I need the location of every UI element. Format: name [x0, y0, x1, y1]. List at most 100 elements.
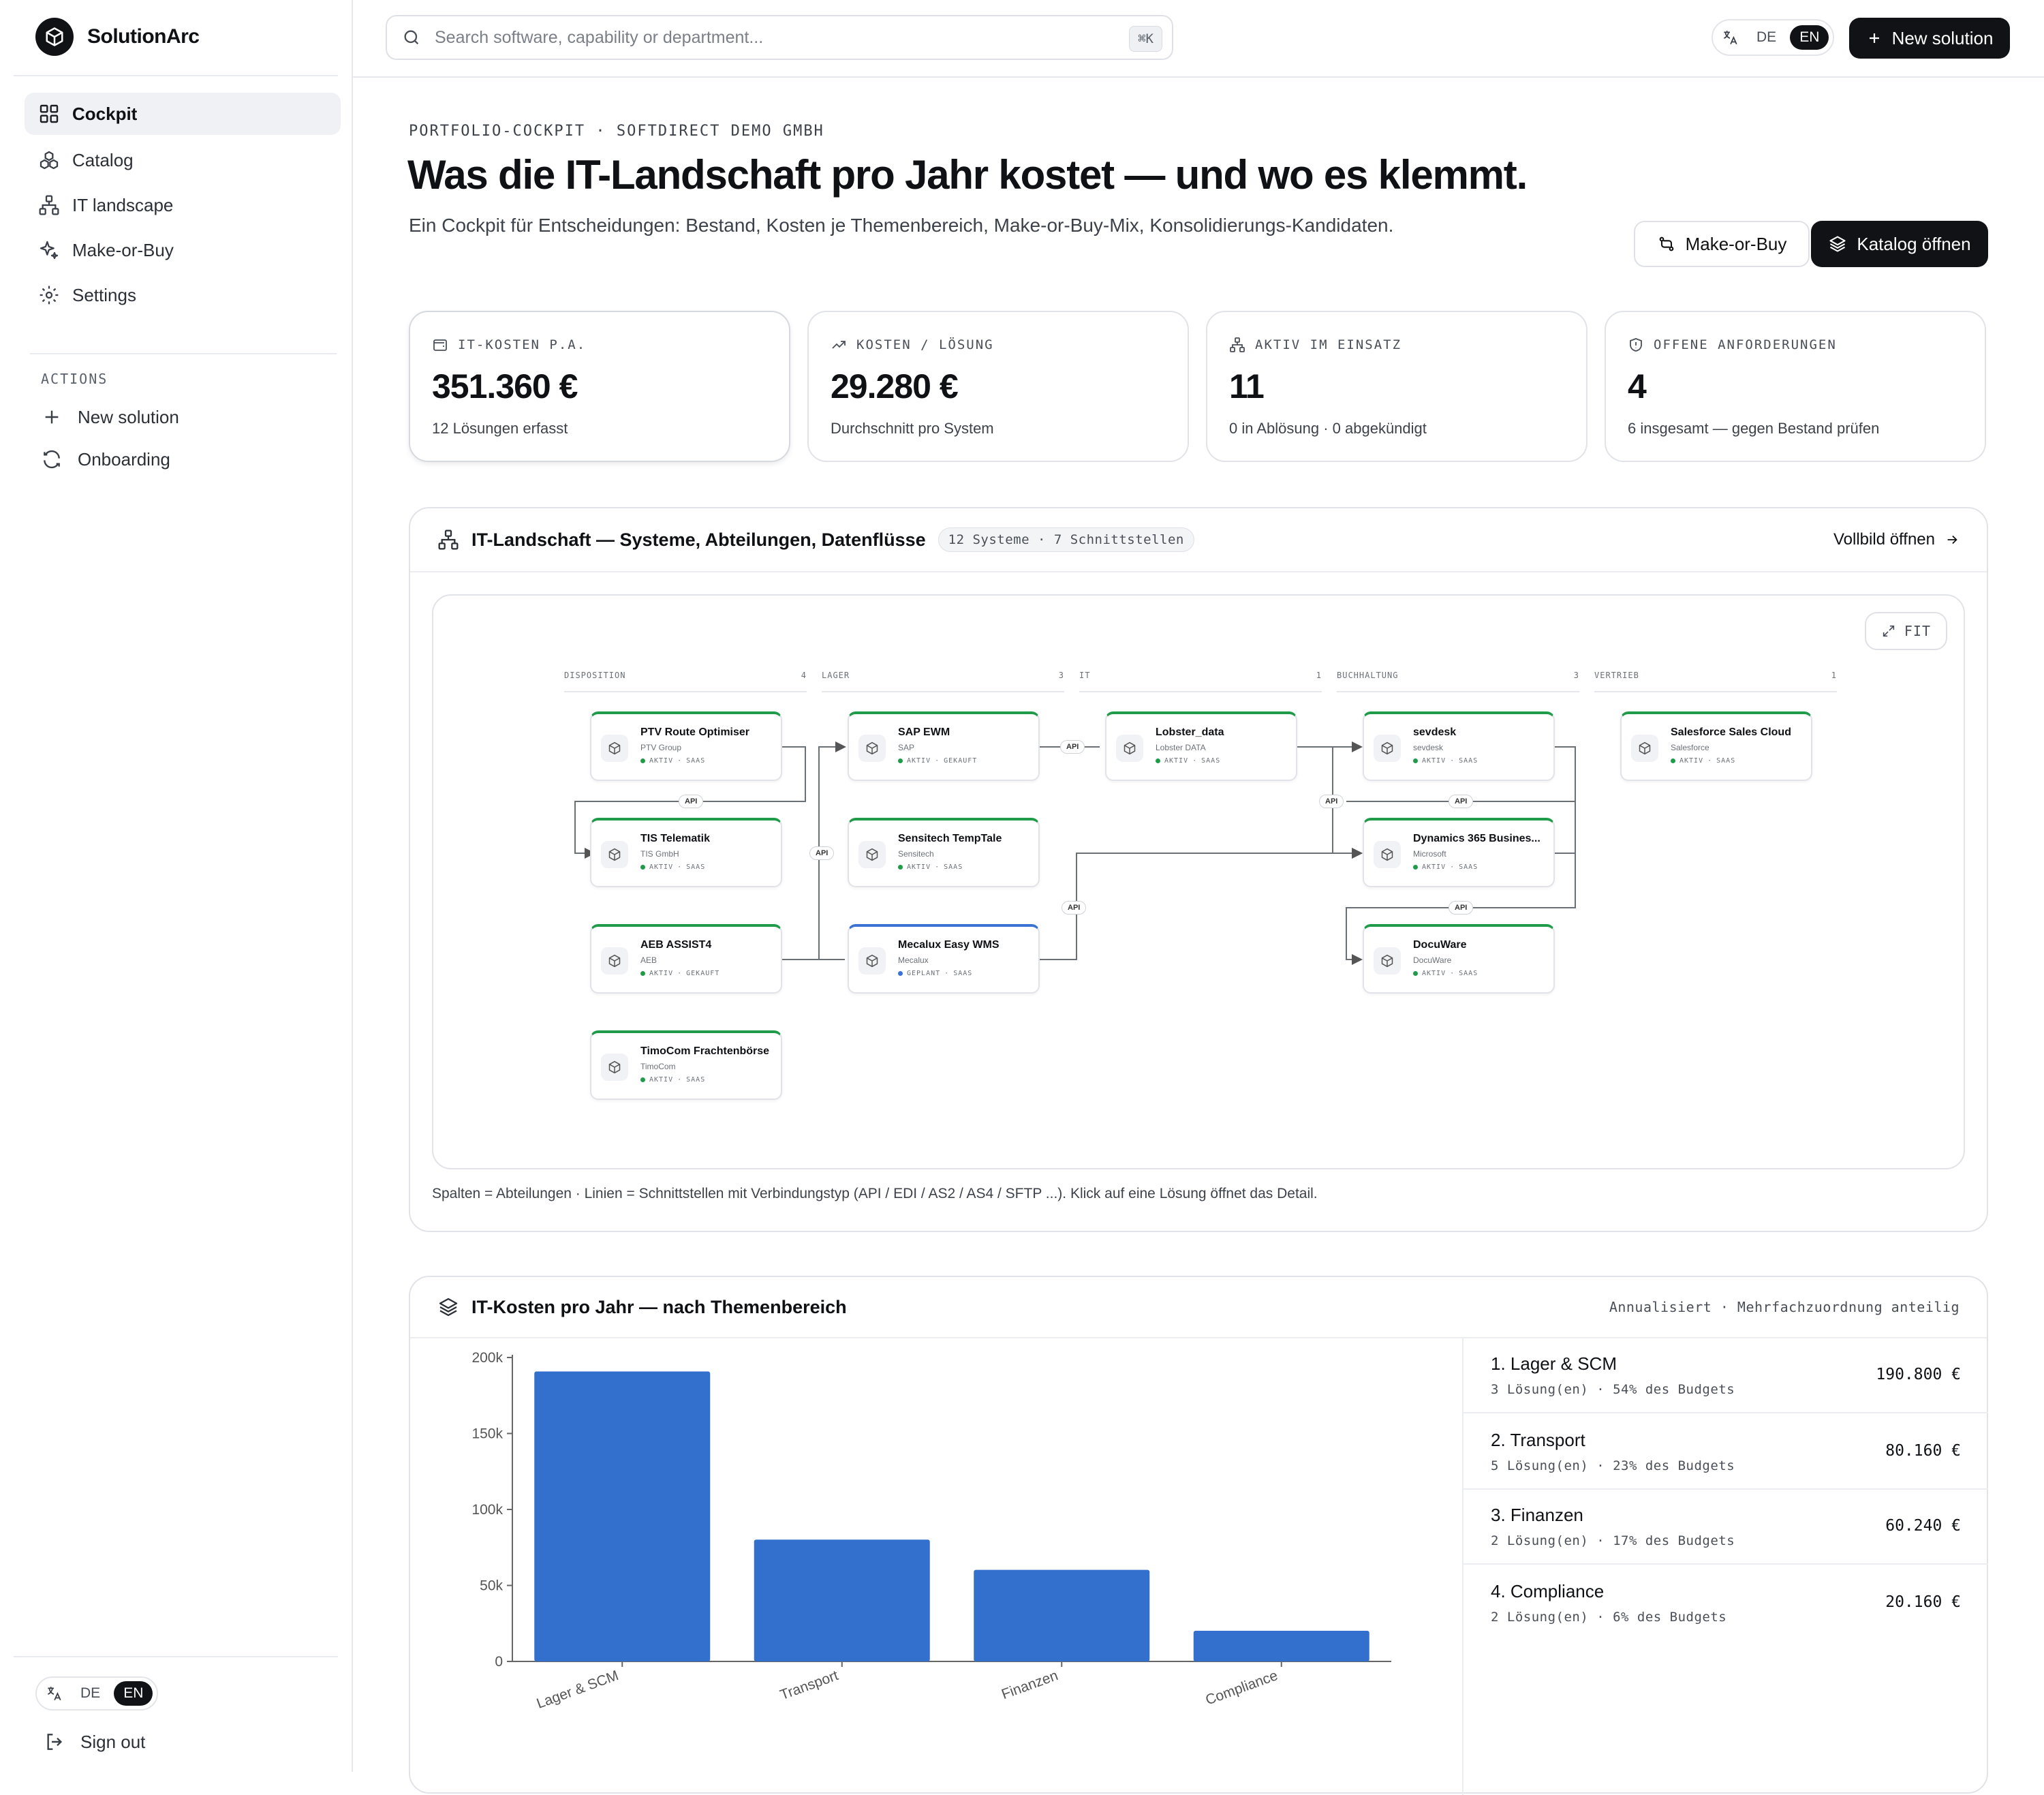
sidebar-item-catalog[interactable]: Catalog — [25, 139, 341, 181]
sidebar-action-new-solution[interactable]: New solution — [41, 406, 179, 428]
node-type-text: GEKAUFT — [944, 757, 978, 765]
bar[interactable] — [974, 1569, 1150, 1661]
sidebar-language-toggle[interactable]: DE EN — [35, 1676, 159, 1710]
status-dot — [1413, 971, 1418, 976]
node-name: TIS Telematik — [640, 833, 710, 844]
edge-label-api: API — [679, 795, 704, 808]
edge-label-api: API — [1449, 901, 1474, 915]
edge-label-api: API — [1060, 740, 1085, 754]
separator: · — [1450, 757, 1455, 765]
status-dot — [898, 758, 903, 763]
cost-row[interactable]: 2. Transport 5 Lösung(en) · 23% des Budg… — [1464, 1415, 1988, 1490]
kpi-value: 11 — [1229, 367, 1265, 405]
node-status-text: AKTIV — [1422, 757, 1446, 765]
cost-row-meta: 2 Lösung(en) · 17% des Budgets — [1491, 1533, 1735, 1548]
lang-en[interactable]: EN — [1790, 25, 1829, 50]
lang-de[interactable]: DE — [80, 1685, 101, 1701]
kpi-card-it-costs: IT-KOSTEN P.A. 351.360 € 12 Lösungen erf… — [409, 311, 790, 462]
solution-node[interactable]: TIS Telematik TIS GmbH AKTIV · SAAS — [590, 818, 782, 887]
open-catalog-button[interactable]: Katalog öffnen — [1811, 221, 1988, 267]
search-input[interactable] — [433, 27, 1104, 48]
sidebar-action-label: New solution — [78, 406, 179, 427]
kpi-label: OFFENE ANFORDERUNGEN — [1654, 337, 1837, 352]
node-status: AKTIV · SAAS — [898, 863, 963, 871]
sidebar-item-cockpit[interactable]: Cockpit — [25, 93, 341, 135]
landscape-canvas[interactable]: FIT DISPOSITION 4 LAGER 3 IT 1 BUCHHALTUNG 3 VER… — [432, 594, 1965, 1169]
edge-mecalux-dynamics — [1040, 848, 1363, 960]
cost-row[interactable]: 4. Compliance 2 Lösung(en) · 6% des Budg… — [1464, 1566, 1988, 1641]
cost-row[interactable]: 1. Lager & SCM 3 Lösung(en) · 54% des Bu… — [1464, 1338, 1988, 1413]
separator: · — [935, 757, 940, 765]
lang-de[interactable]: DE — [1756, 29, 1777, 45]
fullscreen-link[interactable]: Vollbild öffnen — [1833, 530, 1960, 549]
kpi-subtext: Durchschnitt pro System — [831, 420, 994, 437]
node-vendor: AEB — [640, 955, 657, 965]
column-name: LAGER — [822, 671, 850, 680]
solution-node[interactable]: sevdesk sevdesk AKTIV · SAAS — [1363, 711, 1555, 781]
edge-label-api: API — [1449, 795, 1474, 808]
node-vendor: DocuWare — [1413, 955, 1452, 965]
node-name: PTV Route Optimiser — [640, 726, 750, 738]
sidebar-action-label: Onboarding — [78, 448, 170, 470]
swap-icon — [1659, 236, 1673, 251]
node-name: TimoCom Frachtenbörse — [640, 1045, 770, 1057]
new-solution-button[interactable]: New solution — [1849, 18, 2010, 59]
topbar-language-toggle[interactable]: DE EN — [1712, 19, 1835, 56]
solution-node[interactable]: SAP EWM SAP AKTIV · GEKAUFT — [848, 711, 1040, 781]
node-status-text: AKTIV — [649, 757, 674, 765]
cost-row-meta: 3 Lösung(en) · 54% des Budgets — [1491, 1382, 1735, 1397]
cube-icon — [601, 1054, 628, 1081]
cost-row[interactable]: 3. Finanzen 2 Lösung(en) · 17% des Budge… — [1464, 1490, 1988, 1565]
node-type-text: SAAS — [686, 757, 706, 765]
kpi-card-open-requests: OFFENE ANFORDERUNGEN 4 6 insgesamt — geg… — [1605, 311, 1986, 462]
sidebar-action-onboarding[interactable]: Onboarding — [41, 448, 170, 470]
solution-node[interactable]: Salesforce Sales Cloud Salesforce AKTIV · SA… — [1620, 711, 1812, 781]
solution-node[interactable]: AEB ASSIST4 AEB AKTIV · GEKAUFT — [590, 924, 782, 994]
node-name: Lobster_data — [1156, 726, 1224, 738]
status-dot — [640, 758, 645, 763]
sidebar-item-make-or-buy[interactable]: Make-or-Buy — [25, 229, 341, 271]
bar[interactable] — [534, 1371, 711, 1661]
separator: · — [677, 1076, 683, 1084]
y-tick-label: 50k — [480, 1578, 503, 1594]
separator: · — [935, 863, 940, 871]
node-status: AKTIV · GEKAUFT — [898, 757, 977, 765]
gear-icon — [40, 286, 59, 305]
cost-row-name: 2. Transport — [1491, 1430, 1585, 1450]
solution-node[interactable]: PTV Route Optimiser PTV Group AKTIV · SAAS — [590, 711, 782, 781]
node-type-text: SAAS — [686, 1076, 706, 1084]
solution-node[interactable]: Lobster_data Lobster DATA AKTIV · SAAS — [1105, 711, 1297, 781]
bar[interactable] — [1193, 1631, 1369, 1661]
make-or-buy-button[interactable]: Make-or-Buy — [1634, 221, 1810, 267]
fit-button[interactable]: FIT — [1864, 612, 1947, 650]
bar[interactable] — [754, 1539, 930, 1661]
layers-icon — [1829, 236, 1846, 252]
edge-label-api: API — [1319, 795, 1344, 808]
y-tick-label: 0 — [495, 1654, 503, 1670]
sidebar-item-settings[interactable]: Settings — [25, 274, 341, 316]
brand[interactable]: SolutionArc — [35, 18, 200, 56]
solution-node[interactable]: DocuWare DocuWare AKTIV · SAAS — [1363, 924, 1555, 994]
separator: · — [677, 757, 683, 765]
sidebar-item-label: Settings — [72, 284, 136, 305]
solution-node[interactable]: Mecalux Easy WMS Mecalux GEPLANT · SAAS — [848, 924, 1040, 994]
costs-card: IT-Kosten pro Jahr — nach Themenbereich … — [409, 1276, 1988, 1795]
sidebar-divider — [30, 353, 337, 354]
separator: · — [677, 863, 683, 871]
search-box[interactable]: ⌘K — [386, 15, 1173, 60]
solution-node[interactable]: Sensitech TempTale Sensitech AKTIV · SAAS — [848, 818, 1040, 887]
sidebar-item-label: Cockpit — [72, 103, 138, 124]
kpi-subtext: 6 insgesamt — gegen Bestand prüfen — [1628, 420, 1880, 437]
cube-icon — [601, 841, 628, 868]
solution-node[interactable]: TimoCom Frachtenbörse TimoCom AKTIV · SAAS — [590, 1030, 782, 1100]
node-type-text: SAAS — [1459, 757, 1478, 765]
separator: · — [1450, 970, 1455, 977]
column-header: LAGER 3 — [822, 671, 1064, 692]
sign-out-button[interactable]: Sign out — [44, 1731, 145, 1753]
sidebar-item-it-landscape[interactable]: IT landscape — [25, 184, 341, 226]
kpi-label: KOSTEN / LÖSUNG — [856, 337, 994, 352]
solution-node[interactable]: Dynamics 365 Busines... Microsoft AKTIV · SA… — [1363, 818, 1555, 887]
cube-icon — [858, 735, 886, 762]
lang-en[interactable]: EN — [114, 1681, 153, 1706]
edge-label-api: API — [809, 846, 835, 860]
